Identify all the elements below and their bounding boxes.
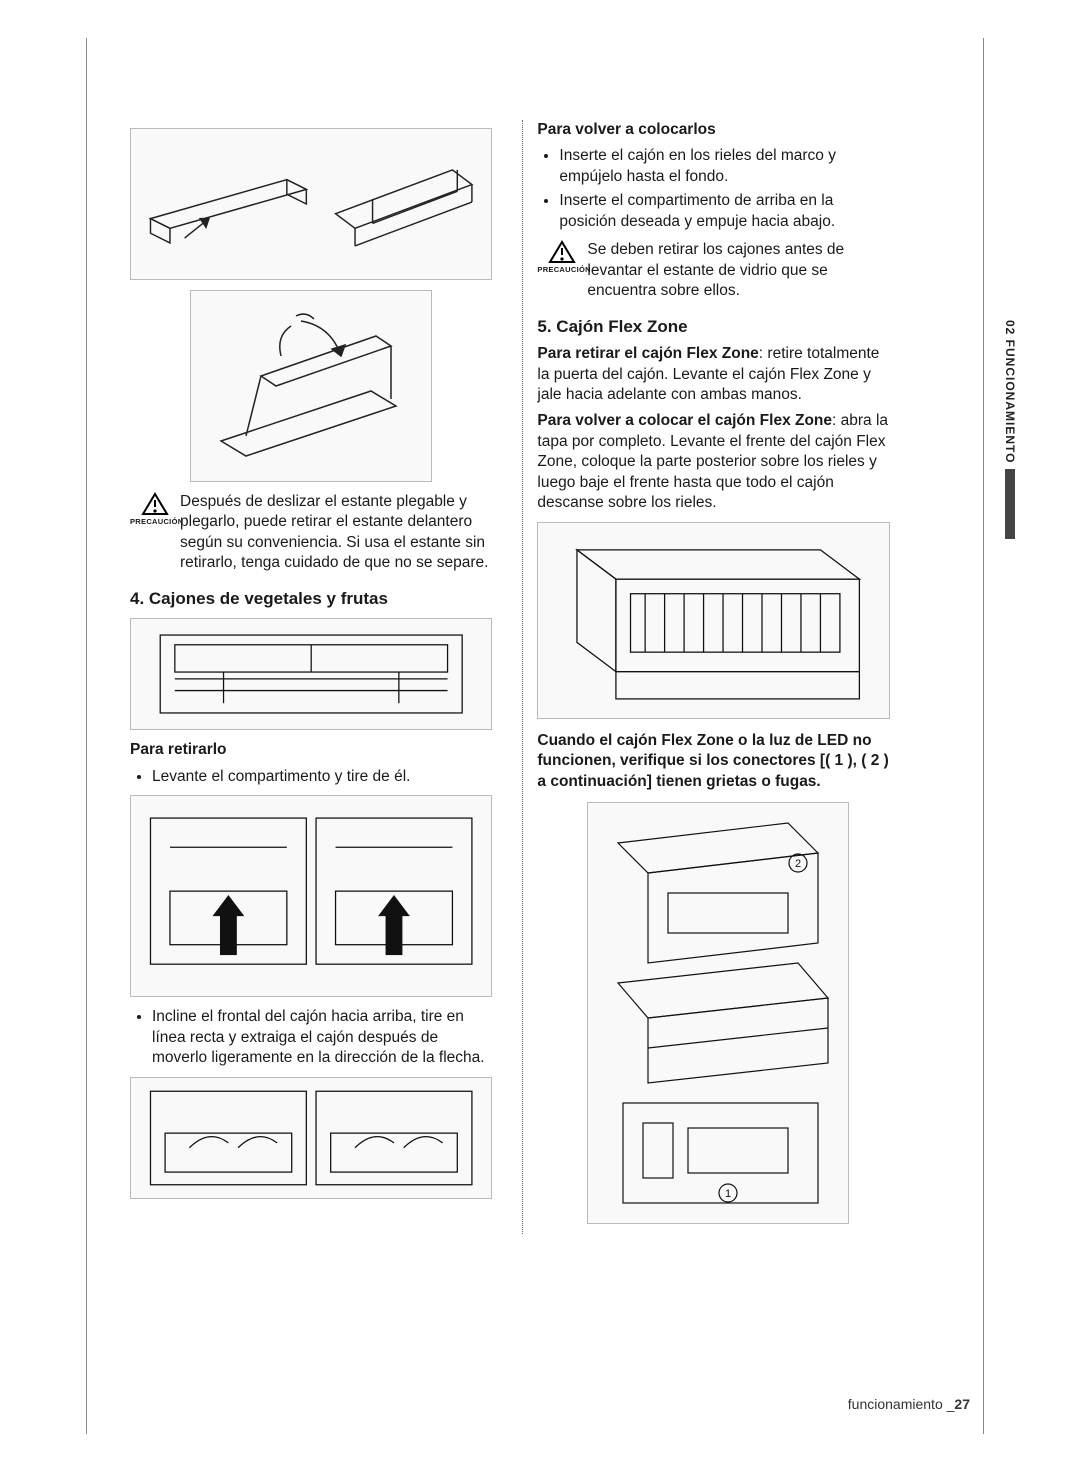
drawer-lift-diagram [130,795,492,997]
caution-icon: PRECAUCIÓN [537,240,587,275]
flex-colocar-bold: Para volver a colocar el cajón Flex Zone [537,412,832,429]
section-4-title: 4. Cajones de vegetales y frutas [130,588,492,610]
flex-zone-drawer-diagram [537,522,890,719]
list-item: Inserte el compartimento de arriba en la… [559,191,890,232]
footer-label: funcionamiento _ [848,1396,955,1412]
flex-colocar-paragraph: Para volver a colocar el cajón Flex Zone… [537,411,890,513]
connector-warning: Cuando el cajón Flex Zone o la luz de LE… [537,731,890,792]
flex-retirar-paragraph: Para retirar el cajón Flex Zone: retire … [537,344,890,405]
connector-check-diagram: 2 1 [587,802,849,1224]
caution-label: PRECAUCIÓN [537,265,587,275]
retirarlo-list-2: Incline el frontal del cajón hacia arrib… [130,1007,492,1068]
page-content: PRECAUCIÓN Después de deslizar el estant… [130,120,890,1234]
drawer-pull-diagram [130,1077,492,1199]
volver-list: Inserte el cajón en los rieles del marco… [537,146,890,232]
side-tab-label: 02 FUNCIONAMIENTO [1003,320,1017,463]
shelf-fold-diagram [190,290,432,482]
left-caution-text: Después de deslizar el estante plegable … [180,492,492,574]
retirarlo-list-1: Levante el compartimento y tire de él. [130,767,492,787]
flex-retirar-bold: Para retirar el cajón Flex Zone [537,345,758,362]
side-tab-marker [1005,469,1015,539]
para-retirarlo-title: Para retirarlo [130,741,227,758]
page-footer: funcionamiento _27 [0,1396,970,1412]
shelf-top-diagram [130,128,492,280]
right-column: Para volver a colocarlos Inserte el cajó… [522,120,890,1234]
left-column: PRECAUCIÓN Después de deslizar el estant… [130,120,492,1234]
svg-text:1: 1 [725,1188,731,1200]
svg-text:2: 2 [795,858,801,870]
left-caution-block: PRECAUCIÓN Después de deslizar el estant… [130,492,492,574]
list-item: Incline el frontal del cajón hacia arrib… [152,1007,492,1068]
chapter-side-tab: 02 FUNCIONAMIENTO [1000,320,1020,539]
para-volver-title: Para volver a colocarlos [537,121,715,138]
vegetable-drawer-front-diagram [130,618,492,730]
caution-icon: PRECAUCIÓN [130,492,180,527]
page-number: 27 [954,1396,970,1412]
caution-label: PRECAUCIÓN [130,517,180,527]
list-item: Levante el compartimento y tire de él. [152,767,492,787]
section-5-title: 5. Cajón Flex Zone [537,316,890,338]
right-caution-text: Se deben retirar los cajones antes de le… [587,240,890,301]
right-caution-block: PRECAUCIÓN Se deben retirar los cajones … [537,240,890,301]
list-item: Inserte el cajón en los rieles del marco… [559,146,890,187]
